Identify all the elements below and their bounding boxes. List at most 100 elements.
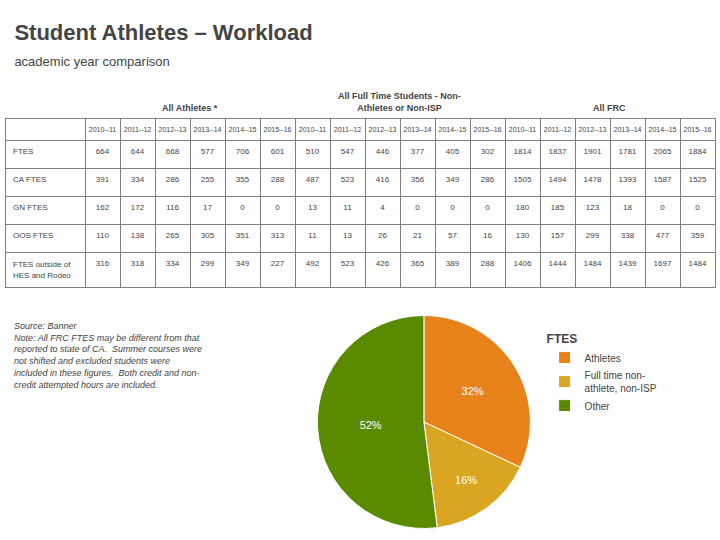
svg-text:2065: 2065	[654, 147, 672, 156]
svg-text:162: 162	[96, 203, 110, 212]
svg-text:664: 664	[96, 147, 110, 156]
svg-text:Source: BannerNote: All FRC FT: Source: BannerNote: All FRC FTES may be …	[14, 321, 202, 390]
svg-text:338: 338	[621, 231, 635, 240]
svg-text:13: 13	[308, 203, 317, 212]
svg-text:1439: 1439	[619, 259, 637, 268]
svg-text:2010--11: 2010--11	[299, 126, 327, 133]
svg-text:547: 547	[341, 147, 355, 156]
svg-text:265: 265	[166, 231, 180, 240]
svg-text:316: 316	[96, 259, 110, 268]
svg-text:FTES: FTES	[547, 332, 578, 346]
svg-text:2013--14: 2013--14	[193, 126, 221, 133]
svg-text:299: 299	[586, 231, 600, 240]
svg-text:11: 11	[308, 231, 317, 240]
svg-text:391: 391	[96, 175, 110, 184]
svg-text:2014--15: 2014--15	[438, 126, 466, 133]
svg-text:GN FTES: GN FTES	[13, 203, 48, 212]
svg-text:2011--12: 2011--12	[334, 126, 362, 133]
svg-text:356: 356	[411, 175, 425, 184]
svg-text:Other: Other	[585, 401, 611, 412]
svg-text:288: 288	[271, 175, 285, 184]
svg-text:11: 11	[343, 203, 352, 212]
svg-text:52%: 52%	[360, 419, 382, 431]
svg-text:OOS FTES: OOS FTES	[13, 231, 53, 240]
svg-text:16%: 16%	[455, 474, 477, 486]
svg-text:Athletes: Athletes	[585, 353, 621, 364]
svg-text:351: 351	[236, 231, 250, 240]
svg-text:All Athletes *: All Athletes *	[162, 103, 218, 113]
svg-text:180: 180	[516, 203, 530, 212]
svg-text:1525: 1525	[689, 175, 707, 184]
svg-text:1393: 1393	[619, 175, 637, 184]
svg-text:255: 255	[201, 175, 215, 184]
svg-text:2012--13: 2012--13	[368, 126, 396, 133]
svg-text:313: 313	[271, 231, 285, 240]
svg-text:2013--14: 2013--14	[403, 126, 431, 133]
svg-text:1781: 1781	[619, 147, 637, 156]
svg-text:FTES: FTES	[13, 147, 33, 156]
svg-text:334: 334	[131, 175, 145, 184]
svg-text:0: 0	[660, 203, 665, 212]
svg-text:26: 26	[378, 231, 387, 240]
svg-text:1884: 1884	[689, 147, 707, 156]
svg-text:286: 286	[166, 175, 180, 184]
svg-text:318: 318	[131, 259, 145, 268]
svg-text:138: 138	[131, 231, 145, 240]
svg-text:2014--15: 2014--15	[228, 126, 256, 133]
svg-text:1814: 1814	[514, 147, 532, 156]
svg-text:1484: 1484	[689, 259, 707, 268]
svg-text:academic year comparison: academic year comparison	[14, 54, 169, 69]
svg-text:2011--12: 2011--12	[544, 126, 572, 133]
svg-text:32%: 32%	[462, 385, 484, 397]
svg-text:487: 487	[306, 175, 320, 184]
svg-text:668: 668	[166, 147, 180, 156]
svg-text:2011--12: 2011--12	[124, 126, 152, 133]
svg-text:FTES outside ofHES and Rodeo: FTES outside ofHES and Rodeo	[13, 260, 71, 279]
svg-text:601: 601	[271, 147, 285, 156]
svg-text:377: 377	[411, 147, 425, 156]
svg-text:1901: 1901	[584, 147, 602, 156]
svg-text:2013--14: 2013--14	[613, 126, 641, 133]
svg-text:18: 18	[623, 203, 632, 212]
svg-text:2010--11: 2010--11	[89, 126, 117, 133]
svg-text:299: 299	[201, 259, 215, 268]
svg-text:355: 355	[236, 175, 250, 184]
svg-text:365: 365	[411, 259, 425, 268]
svg-text:130: 130	[516, 231, 530, 240]
svg-text:577: 577	[201, 147, 215, 156]
svg-text:1444: 1444	[549, 259, 567, 268]
svg-text:644: 644	[131, 147, 145, 156]
svg-text:426: 426	[376, 259, 390, 268]
svg-text:2014--15: 2014--15	[648, 126, 676, 133]
svg-text:2015--16: 2015--16	[263, 126, 291, 133]
svg-text:305: 305	[201, 231, 215, 240]
svg-text:349: 349	[446, 175, 460, 184]
svg-text:523: 523	[341, 175, 355, 184]
svg-text:4: 4	[380, 203, 385, 212]
svg-text:0: 0	[240, 203, 245, 212]
svg-text:All FRC: All FRC	[593, 103, 626, 113]
svg-text:0: 0	[415, 203, 420, 212]
svg-text:All Full Time Students - Non-A: All Full Time Students - Non-Athletes or…	[338, 91, 461, 113]
svg-text:510: 510	[306, 147, 320, 156]
svg-text:2012--13: 2012--13	[578, 126, 606, 133]
svg-text:1837: 1837	[549, 147, 567, 156]
svg-text:1697: 1697	[654, 259, 672, 268]
svg-text:110: 110	[96, 231, 109, 240]
svg-text:CA FTES: CA FTES	[13, 175, 46, 184]
svg-text:123: 123	[586, 203, 600, 212]
svg-text:1494: 1494	[549, 175, 567, 184]
svg-text:0: 0	[485, 203, 490, 212]
svg-text:2015--16: 2015--16	[473, 126, 501, 133]
svg-text:2012--13: 2012--13	[158, 126, 186, 133]
svg-text:17: 17	[203, 203, 212, 212]
svg-text:359: 359	[691, 231, 705, 240]
svg-text:0: 0	[450, 203, 455, 212]
svg-text:405: 405	[446, 147, 460, 156]
svg-text:16: 16	[483, 231, 492, 240]
svg-text:334: 334	[166, 259, 180, 268]
svg-text:227: 227	[271, 259, 285, 268]
svg-text:1478: 1478	[584, 175, 602, 184]
svg-text:Student Athletes – Workload: Student Athletes – Workload	[14, 20, 312, 45]
svg-text:706: 706	[236, 147, 250, 156]
